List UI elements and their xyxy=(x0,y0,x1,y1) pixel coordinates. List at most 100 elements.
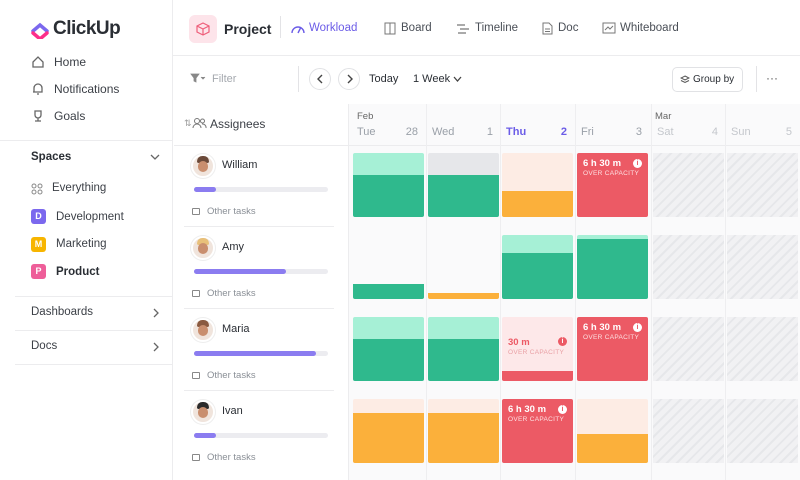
space-item[interactable]: Everything xyxy=(52,182,107,194)
assignee-name[interactable]: William xyxy=(222,159,258,171)
more-button[interactable]: ··· xyxy=(766,71,778,85)
grid-icon xyxy=(31,183,43,195)
workload-bar xyxy=(353,399,424,414)
next-button[interactable] xyxy=(338,68,360,90)
divider xyxy=(15,364,172,365)
hatched-cell xyxy=(653,399,724,463)
alert-label: OVER CAPACITY xyxy=(583,334,640,341)
sort-icon[interactable]: ⇅ xyxy=(184,118,192,128)
tab[interactable]: Workload xyxy=(309,22,358,34)
assignee-name[interactable]: Amy xyxy=(222,241,244,253)
column-divider xyxy=(426,104,427,480)
row-divider xyxy=(184,226,334,227)
avatar-face xyxy=(198,407,208,418)
info-icon[interactable]: i xyxy=(633,323,642,332)
box-icon xyxy=(196,22,210,36)
logo-text: ClickUp xyxy=(53,18,121,39)
day-date: 2 xyxy=(560,126,567,138)
chevron[interactable] xyxy=(151,342,161,352)
group-by-button[interactable] xyxy=(672,67,743,92)
alert-time: 6 h 30 m xyxy=(583,158,622,169)
capacity-bar xyxy=(194,187,216,192)
hatched-cell xyxy=(727,399,798,463)
alert-label: OVER CAPACITY xyxy=(583,170,640,177)
workload-cell: 6 h 30 m OVER CAPACITY i xyxy=(577,317,648,381)
hatched-cell xyxy=(727,317,798,381)
workload-bar xyxy=(428,399,499,414)
other-tasks[interactable]: Other tasks xyxy=(207,288,256,299)
range-select[interactable]: 1 Week xyxy=(413,73,451,85)
space-item[interactable]: Development xyxy=(56,211,124,223)
workload-bar xyxy=(353,317,424,340)
divider xyxy=(174,145,800,146)
nav-item[interactable]: Notifications xyxy=(54,82,120,96)
whiteboard-icon xyxy=(602,22,616,34)
nav-item[interactable]: Goals xyxy=(54,109,86,123)
other-tasks[interactable]: Other tasks xyxy=(207,452,256,463)
column-divider xyxy=(575,104,576,480)
other-tasks[interactable]: Other tasks xyxy=(207,206,256,217)
spaces-title[interactable]: Spaces xyxy=(31,151,72,163)
home-icon xyxy=(32,56,44,68)
filter-input[interactable]: Filter xyxy=(212,73,237,85)
space-icon: M xyxy=(31,237,46,252)
day-name: Tue xyxy=(357,126,376,138)
assignee-name[interactable]: Ivan xyxy=(222,405,243,417)
prev-button[interactable] xyxy=(309,68,331,90)
tab[interactable]: Timeline xyxy=(475,22,519,34)
day-date: 5 xyxy=(785,126,792,138)
info-icon[interactable]: i xyxy=(558,337,567,346)
logo-icon xyxy=(31,22,49,39)
hatched-cell xyxy=(653,317,724,381)
workload-bar xyxy=(577,434,648,463)
workload-cell xyxy=(353,399,424,463)
capacity-track xyxy=(194,433,328,438)
capacity-bar xyxy=(194,269,286,274)
avatar-face xyxy=(198,325,208,336)
workload-cell xyxy=(502,153,573,217)
space-item[interactable]: Product xyxy=(56,266,100,278)
today-button[interactable]: Today xyxy=(369,73,399,85)
chevron[interactable] xyxy=(150,152,160,162)
workload-cell: 6 h 30 m OVER CAPACITY i xyxy=(577,153,648,217)
workload-bar xyxy=(577,238,648,299)
info-icon[interactable]: i xyxy=(633,159,642,168)
section-item[interactable]: Dashboards xyxy=(31,306,94,318)
tab[interactable]: Whiteboard xyxy=(620,22,679,34)
tab[interactable]: Board xyxy=(401,22,432,34)
day-date: 1 xyxy=(486,126,493,138)
alert-time: 30 m xyxy=(508,337,530,348)
workload-cell xyxy=(577,399,648,463)
section-item[interactable]: Docs xyxy=(31,340,58,352)
day-name: Fri xyxy=(581,126,594,138)
chevron[interactable] xyxy=(151,308,161,318)
workload-bar xyxy=(428,317,499,340)
workload-cell xyxy=(577,235,648,299)
workload-bar xyxy=(502,252,573,299)
space-item[interactable]: Marketing xyxy=(56,238,107,250)
workload-bar xyxy=(353,339,424,381)
alert-label: OVER CAPACITY xyxy=(508,349,565,356)
hatched-cell xyxy=(653,153,724,217)
layers-icon xyxy=(680,75,690,84)
divider xyxy=(15,330,172,331)
row-divider xyxy=(184,390,334,391)
workload-cell xyxy=(353,153,424,217)
divider xyxy=(173,55,800,56)
alert-time: 6 h 30 m xyxy=(583,322,622,333)
divider xyxy=(298,66,299,92)
assignee-name[interactable]: Maria xyxy=(222,323,250,335)
day-name: Sun xyxy=(731,126,751,138)
nav-item[interactable]: Home xyxy=(54,55,87,69)
hatched-cell xyxy=(727,153,798,217)
avatar-hair xyxy=(197,238,209,245)
day-name: Thu xyxy=(506,126,527,138)
workload-bar xyxy=(428,175,499,217)
tab[interactable]: Doc xyxy=(558,22,579,34)
workload-bar xyxy=(502,370,573,381)
divider xyxy=(0,140,172,141)
other-tasks[interactable]: Other tasks xyxy=(207,370,256,381)
tasks-icon xyxy=(192,208,200,215)
info-icon[interactable]: i xyxy=(558,405,567,414)
people-icon xyxy=(192,118,207,129)
